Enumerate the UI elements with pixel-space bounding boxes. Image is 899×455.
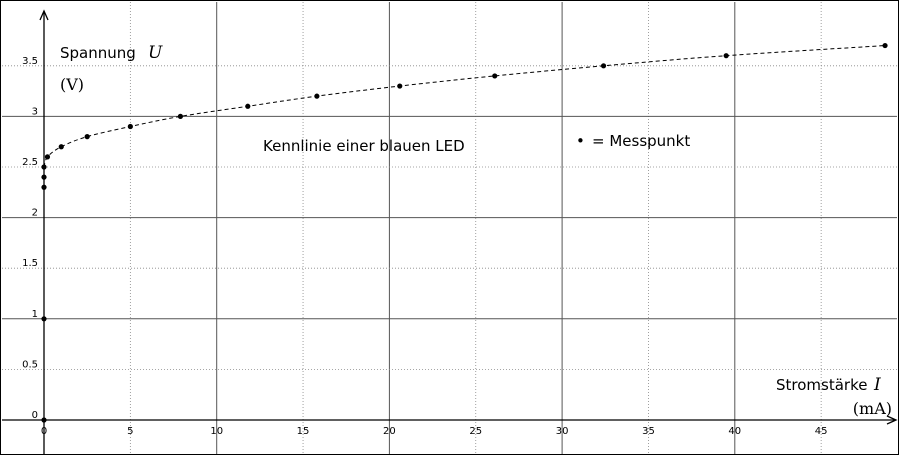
- data-point: [397, 83, 403, 89]
- x-axis-unit: (mA): [853, 399, 892, 418]
- y-tick-label: 0: [32, 410, 38, 421]
- data-point: [177, 113, 184, 119]
- data-point: [41, 174, 47, 180]
- y-tick-label: 3: [32, 106, 38, 117]
- y-tick-label: 1.5: [22, 258, 38, 269]
- y-tick-label: 2.5: [22, 157, 38, 168]
- data-point: [84, 134, 90, 140]
- y-axis-unit: (V): [60, 75, 84, 94]
- x-axis-label: Stromstärke: [776, 376, 867, 394]
- x-tick-label: 10: [210, 426, 223, 437]
- data-point: [492, 73, 498, 79]
- x-tick-label: 45: [815, 426, 828, 437]
- data-point: [58, 144, 64, 150]
- data-point: [41, 417, 47, 423]
- x-tick-label: 35: [642, 426, 655, 437]
- y-tick-label: 3.5: [22, 56, 38, 67]
- x-tick-label: 5: [127, 426, 133, 437]
- y-tick-label: 2: [32, 208, 38, 219]
- y-axis-arrow: [39, 9, 49, 21]
- x-tick-label: 25: [469, 426, 482, 437]
- y-axis-label: Spannung: [60, 44, 136, 62]
- data-point: [41, 164, 47, 170]
- data-point: [723, 53, 729, 59]
- x-tick-label: 30: [556, 426, 569, 437]
- x-tick-label: 0: [41, 426, 47, 437]
- x-tick-label: 40: [728, 426, 741, 437]
- data-point: [127, 123, 133, 130]
- x-axis-arrow: [886, 415, 898, 425]
- data-point: [314, 93, 320, 99]
- y-tick-label: 0.5: [22, 359, 38, 370]
- legend-marker: •: [576, 132, 585, 150]
- data-point: [245, 103, 251, 109]
- x-tick-label: 20: [383, 426, 396, 437]
- x-tick-label: 15: [297, 426, 310, 437]
- data-point: [41, 184, 47, 190]
- fit-curve: [43, 45, 886, 168]
- legend-text: = Messpunkt: [592, 132, 690, 150]
- x-axis-symbol: I: [873, 375, 881, 395]
- data-point: [600, 63, 607, 69]
- axes: [2, 9, 898, 454]
- tick-labels: 5 10 15 20 25 30 35 40 45 00 0.5 1 1.5 2 2.5 3 3.5: [22, 56, 827, 437]
- data-point: [41, 316, 47, 322]
- y-axis-symbol: U: [148, 43, 163, 63]
- data-points: [41, 42, 888, 423]
- chart-title: Kennlinie einer blauen LED: [263, 137, 465, 155]
- data-point: [44, 154, 51, 160]
- data-point: [882, 42, 888, 49]
- y-tick-label: 1: [32, 309, 38, 320]
